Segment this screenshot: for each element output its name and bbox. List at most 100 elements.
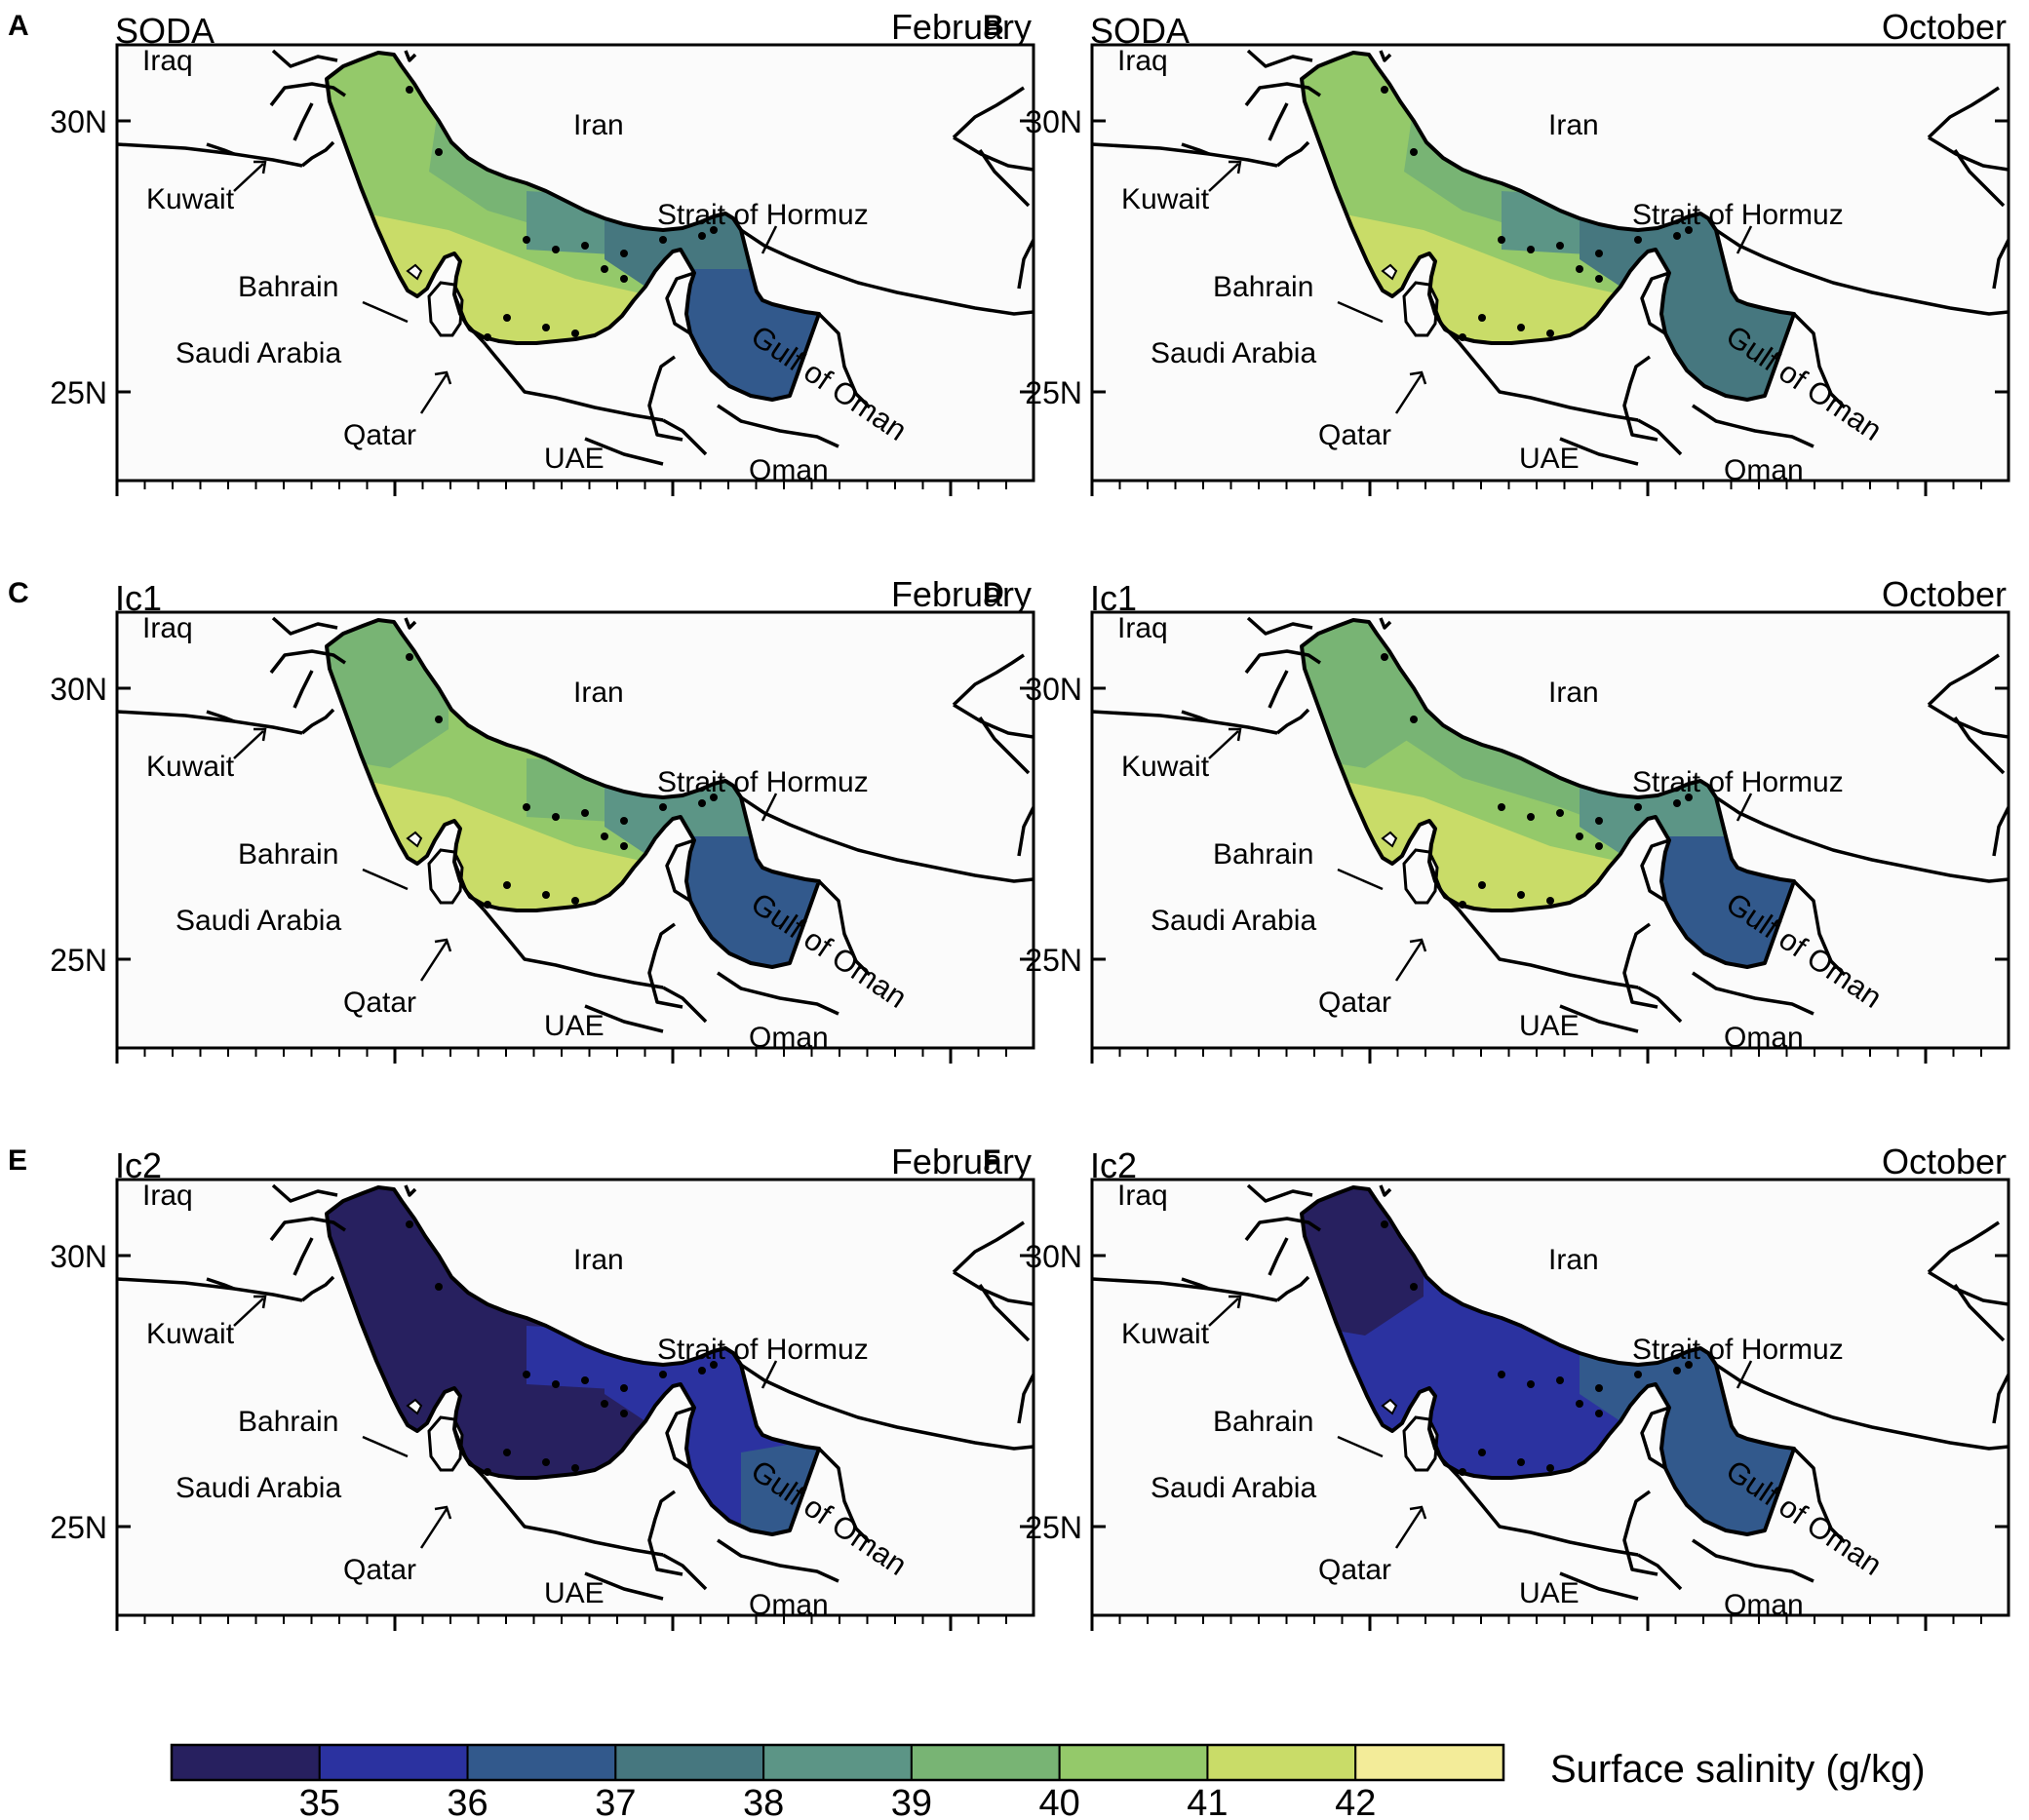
colorbar-tick-label: 40 bbox=[1039, 1783, 1080, 1820]
place-label-bahrain: Bahrain bbox=[238, 838, 338, 871]
lat-label: 30N bbox=[1025, 104, 1082, 139]
colorbar-tick-label: 42 bbox=[1335, 1783, 1376, 1820]
panel-letter: B bbox=[983, 10, 1004, 42]
colorbar-tick-label: 38 bbox=[743, 1783, 784, 1820]
panel-month: February bbox=[891, 574, 1032, 614]
lat-label: 30N bbox=[50, 104, 107, 139]
place-label-iraq: Iraq bbox=[142, 612, 193, 644]
place-label-oman: Oman bbox=[749, 1022, 829, 1054]
place-label-hormuz: Strait of Hormuz bbox=[1632, 766, 1844, 798]
panel-letter: F bbox=[983, 1144, 1000, 1177]
panel-letter: E bbox=[8, 1144, 27, 1177]
panel-month: February bbox=[891, 1142, 1032, 1181]
colorbar-tick-label: 37 bbox=[595, 1783, 636, 1820]
lat-label: 25N bbox=[50, 375, 107, 410]
place-label-saudi: Saudi Arabia bbox=[1151, 1472, 1316, 1504]
place-label-hormuz: Strait of Hormuz bbox=[1632, 199, 1844, 231]
map-area: Iraq Iran Kuwait Bahrain Saudi Arabia Qatar UA… bbox=[1092, 612, 2009, 1054]
place-label-iraq: Iraq bbox=[142, 1180, 193, 1212]
colorbar-label: Surface salinity (g/kg) bbox=[1550, 1748, 1926, 1791]
place-label-hormuz: Strait of Hormuz bbox=[1632, 1334, 1844, 1366]
colorbar-tick-label: 35 bbox=[299, 1783, 340, 1820]
place-label-oman: Oman bbox=[1724, 1022, 1804, 1054]
place-label-uae: UAE bbox=[1519, 1010, 1580, 1042]
place-label-qatar: Qatar bbox=[1318, 987, 1391, 1019]
colorbar-tick-label: 41 bbox=[1187, 1783, 1228, 1820]
place-label-saudi: Saudi Arabia bbox=[1151, 337, 1316, 369]
place-label-bahrain: Bahrain bbox=[1213, 271, 1313, 303]
panel-month: October bbox=[1882, 7, 2007, 47]
coastline bbox=[1300, 1185, 1796, 1536]
place-label-saudi: Saudi Arabia bbox=[176, 337, 341, 369]
map-area: Iraq Iran Kuwait Bahrain Saudi Arabia Qatar UA… bbox=[117, 612, 1034, 1054]
place-label-iran: Iran bbox=[1548, 109, 1599, 141]
place-label-iran: Iran bbox=[1548, 1244, 1599, 1276]
place-label-iraq: Iraq bbox=[1117, 612, 1168, 644]
place-label-uae: UAE bbox=[544, 1010, 605, 1042]
lat-label: 25N bbox=[1025, 1510, 1082, 1545]
place-label-iran: Iran bbox=[573, 677, 624, 709]
place-label-oman: Oman bbox=[749, 454, 829, 486]
coastline bbox=[325, 51, 821, 402]
map-frame bbox=[1090, 43, 2010, 483]
colorbar-segment bbox=[762, 1744, 913, 1781]
place-label-oman: Oman bbox=[749, 1589, 829, 1621]
place-label-bahrain: Bahrain bbox=[238, 1406, 338, 1438]
place-label-qatar: Qatar bbox=[1318, 1554, 1391, 1586]
place-label-qatar: Qatar bbox=[343, 419, 416, 451]
place-label-bahrain: Bahrain bbox=[1213, 1406, 1313, 1438]
place-label-oman: Oman bbox=[1724, 454, 1804, 486]
panel-month: October bbox=[1882, 1142, 2007, 1181]
place-label-qatar: Qatar bbox=[1318, 419, 1391, 451]
place-label-saudi: Saudi Arabia bbox=[176, 1472, 341, 1504]
colorbar-segment bbox=[466, 1744, 617, 1781]
lat-label: 25N bbox=[50, 1510, 107, 1545]
map-frame bbox=[115, 1178, 1035, 1617]
colorbar: 35 36 37 38 39 40 41 42 Surface salinity (g/kg) bbox=[170, 1743, 1926, 1820]
map-area: Iraq Iran Kuwait Bahrain Saudi Arabia Qatar UA… bbox=[1092, 1180, 2009, 1615]
place-label-saudi: Saudi Arabia bbox=[176, 905, 341, 937]
place-label-qatar: Qatar bbox=[343, 987, 416, 1019]
map-area: Iraq Iran Kuwait Bahrain Saudi Arabia Qatar UA… bbox=[117, 1180, 1034, 1621]
place-label-iran: Iran bbox=[573, 1244, 624, 1276]
panel-letter: D bbox=[983, 577, 1004, 609]
place-label-iraq: Iraq bbox=[1117, 45, 1168, 77]
map-frame bbox=[115, 610, 1035, 1050]
lat-label: 30N bbox=[1025, 1239, 1082, 1274]
colorbar-tick-label: 36 bbox=[447, 1783, 488, 1820]
place-label-kuwait: Kuwait bbox=[146, 1318, 235, 1350]
place-label-kuwait: Kuwait bbox=[1121, 751, 1210, 783]
colorbar-segment bbox=[614, 1744, 765, 1781]
colorbar-segment bbox=[318, 1744, 469, 1781]
map-frame bbox=[1090, 1178, 2010, 1617]
place-label-uae: UAE bbox=[544, 443, 605, 475]
place-label-iran: Iran bbox=[573, 109, 624, 141]
coastline bbox=[325, 618, 821, 969]
place-label-kuwait: Kuwait bbox=[146, 183, 235, 215]
panel-month: October bbox=[1882, 574, 2007, 614]
place-label-uae: UAE bbox=[1519, 443, 1580, 475]
coastline bbox=[325, 1185, 821, 1536]
place-label-saudi: Saudi Arabia bbox=[1151, 905, 1316, 937]
colorbar-segment bbox=[171, 1744, 321, 1781]
panel-letter: A bbox=[8, 10, 29, 42]
panel-month: February bbox=[891, 7, 1032, 47]
map-frame bbox=[1090, 610, 2010, 1050]
map-frame bbox=[115, 43, 1035, 483]
colorbar-segment bbox=[1354, 1744, 1504, 1781]
place-label-bahrain: Bahrain bbox=[238, 271, 338, 303]
place-label-hormuz: Strait of Hormuz bbox=[657, 1334, 869, 1366]
place-label-iraq: Iraq bbox=[1117, 1180, 1168, 1212]
colorbar-segment bbox=[1206, 1744, 1357, 1781]
place-label-kuwait: Kuwait bbox=[1121, 183, 1210, 215]
colorbar-segment bbox=[910, 1744, 1061, 1781]
place-label-bahrain: Bahrain bbox=[1213, 838, 1313, 871]
lat-label: 25N bbox=[1025, 943, 1082, 978]
panel-a: A SODA FebruaryIraqIranKuwaitBahrainSaudi … bbox=[8, 7, 1035, 496]
